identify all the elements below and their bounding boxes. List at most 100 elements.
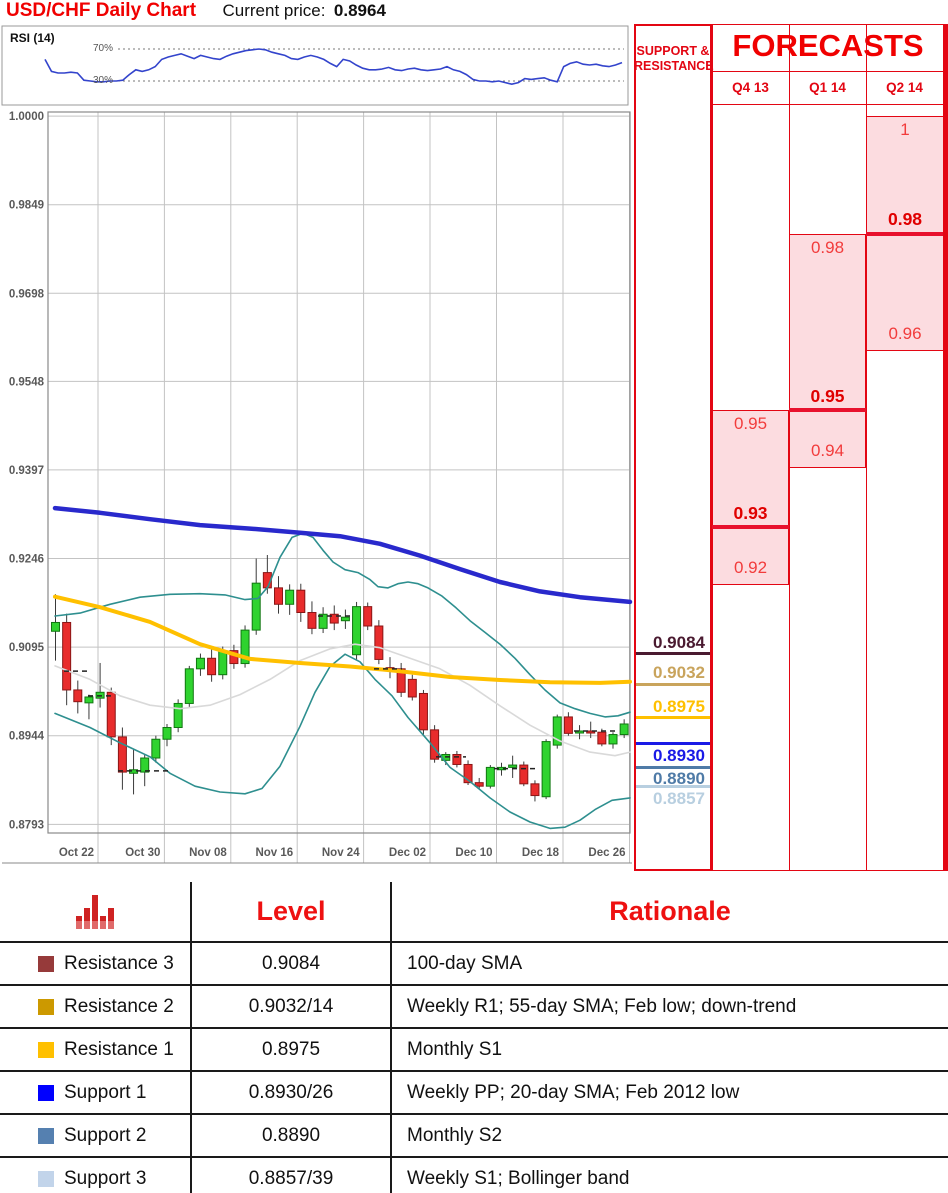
support-resistance-header: SUPPORT & RESISTANCE	[634, 44, 714, 73]
level-header-cell: Level	[190, 882, 390, 941]
candle-body	[184, 668, 194, 704]
levels-table: Level Rationale Resistance 3 0.9084 100-…	[0, 882, 948, 1193]
overlay-sma55	[53, 594, 632, 685]
forecasts-title: FORECASTS	[732, 28, 924, 63]
y-axis-label: 0.9095	[9, 642, 45, 654]
candle-body	[452, 753, 462, 765]
level-value: 0.8975	[261, 1038, 321, 1060]
overlay-bollinger	[54, 653, 631, 830]
candle-body	[207, 657, 217, 676]
forecast-point-line	[789, 407, 866, 412]
candle-body	[285, 589, 295, 605]
forecast-quarter-q2-14: Q2 14	[886, 80, 923, 95]
candle-body	[151, 738, 161, 759]
bar-chart-icon	[76, 894, 114, 929]
table-row-support-2: Support 2 0.8890 Monthly S2	[0, 1113, 948, 1156]
candle-body	[62, 621, 72, 691]
rationale-text: Monthly S2	[407, 1124, 503, 1146]
level-value: 0.9032/14	[248, 995, 334, 1017]
candle-body	[530, 783, 540, 797]
overlay-sma20	[54, 643, 631, 757]
y-axis-label: 0.9548	[9, 376, 45, 388]
resistance-2-swatch	[38, 998, 54, 1015]
sr-level-line	[636, 742, 710, 746]
candle-body	[218, 650, 228, 676]
candle-body	[318, 613, 328, 629]
sr-level-value: 0.8857	[653, 788, 705, 808]
forecast-range-upper: 1 0.98	[866, 116, 944, 234]
candle-body	[117, 736, 127, 773]
candle-body	[162, 727, 172, 740]
forecasts-column-divider	[866, 24, 867, 871]
x-axis-label: Dec 10	[455, 847, 492, 859]
candle-body	[586, 730, 596, 734]
page-title: USD/CHF Daily Chart	[6, 0, 197, 21]
rationale-text: 100-day SMA	[407, 952, 523, 974]
candle-body	[363, 606, 373, 627]
y-axis-label: 0.9246	[9, 554, 44, 566]
candle-body	[374, 625, 384, 660]
forecast-point-line	[712, 524, 789, 529]
table-corner-cell	[0, 882, 190, 941]
rsi-overbought-label: 70%	[92, 43, 113, 54]
rationale-text: Weekly R1; 55-day SMA; Feb low; down-tre…	[407, 995, 797, 1017]
x-axis-label: Dec 18	[522, 847, 560, 859]
forecasts-divider	[712, 71, 944, 72]
candle-body	[619, 723, 629, 736]
x-axis-label: Nov 16	[255, 847, 293, 859]
forecast-range-lower: 0.92	[712, 526, 789, 586]
sr-level-value: 0.8890	[653, 769, 705, 789]
candle-body	[541, 741, 551, 798]
x-axis-label: Oct 22	[59, 847, 94, 859]
current-price-label: Current price:	[222, 1, 326, 20]
rsi-line	[44, 48, 623, 86]
sr-level-value: 0.9084	[653, 632, 705, 652]
forecast-range-lower: 0.94	[789, 409, 866, 469]
candle-body	[240, 629, 250, 665]
y-axis-label: 0.9698	[9, 288, 45, 300]
candle-body	[608, 734, 618, 745]
candle-body	[463, 763, 473, 784]
y-axis-label: 0.9397	[9, 465, 44, 477]
forecast-point-line	[866, 231, 944, 236]
y-axis-label: 0.8944	[9, 731, 45, 743]
candle-body	[508, 764, 518, 768]
x-axis-label: Oct 30	[125, 847, 160, 859]
candle-body	[195, 657, 205, 670]
support-3-swatch	[38, 1170, 54, 1187]
candle-body	[106, 691, 116, 738]
current-price-value: 0.8964	[333, 1, 386, 20]
x-axis-label: Dec 26	[588, 847, 625, 859]
sr-level-line	[636, 785, 710, 789]
levels-table-header-row: Level Rationale	[0, 882, 948, 941]
candle-body	[296, 589, 306, 613]
table-row-resistance-3: Resistance 3 0.9084 100-day SMA	[0, 941, 948, 984]
candle-body	[563, 716, 573, 734]
rsi-label: RSI (14)	[10, 31, 55, 45]
rationale-header-cell: Rationale	[390, 882, 948, 941]
overlay-sma100	[52, 505, 633, 605]
sr-level-line	[636, 682, 710, 686]
sr-level-value: 0.8930	[653, 745, 705, 765]
forecasts-right-border	[943, 24, 948, 871]
candle-body	[407, 678, 417, 698]
rationale-text: Monthly S1	[407, 1038, 503, 1060]
chart-header: USD/CHF Daily Chart Current price: 0.896…	[6, 0, 386, 24]
candle-body	[140, 757, 150, 773]
rsi-oversold-label: 30%	[92, 75, 113, 86]
candle-body	[329, 613, 339, 624]
rationale-header: Rationale	[609, 896, 731, 926]
candle-body	[84, 696, 94, 704]
level-value: 0.8857/39	[248, 1167, 334, 1189]
rsi-panel	[1, 25, 629, 106]
candle-body	[485, 766, 495, 787]
rationale-text: Weekly PP; 20-day SMA; Feb 2012 low	[407, 1081, 740, 1103]
table-row-support-1: Support 1 0.8930/26 Weekly PP; 20-day SM…	[0, 1070, 948, 1113]
support-resistance-panel	[634, 24, 712, 871]
resistance-3-swatch	[38, 955, 54, 972]
level-value: 0.8930/26	[248, 1081, 334, 1103]
table-row-resistance-1: Resistance 1 0.8975 Monthly S1	[0, 1027, 948, 1070]
y-axis-label: 0.8793	[9, 819, 44, 831]
candle-body	[307, 611, 317, 629]
sr-level-value: 0.8975	[653, 696, 705, 716]
